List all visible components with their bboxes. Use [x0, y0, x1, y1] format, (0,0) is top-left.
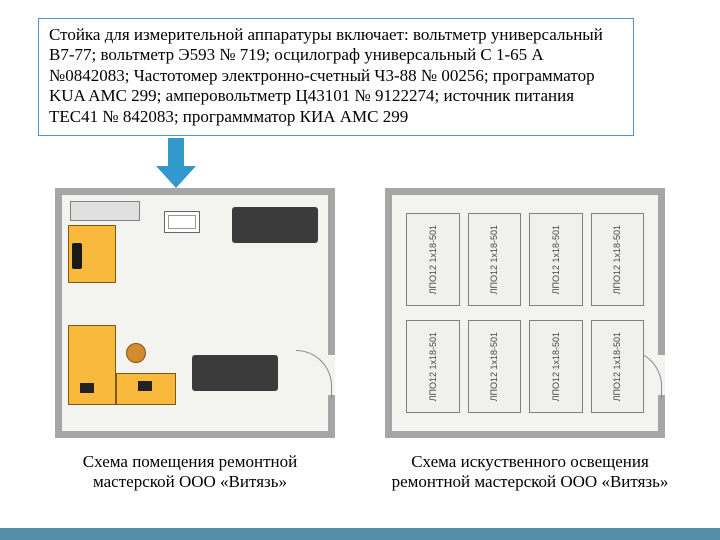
- fixture-label: ЛПО12 1х18-501: [489, 332, 499, 401]
- diagram-row: ЛПО12 1х18-501 ЛПО12 1х18-501 ЛПО12 1х18-5…: [0, 188, 720, 458]
- caption-left: Схема помещения ремонтной мастерской ООО…: [40, 452, 340, 493]
- light-fixture: ЛПО12 1х18-501: [406, 320, 460, 413]
- sofa: [232, 207, 318, 243]
- fixture-label: ЛПО12 1х18-501: [489, 225, 499, 294]
- lighting-room: ЛПО12 1х18-501 ЛПО12 1х18-501 ЛПО12 1х18-5…: [385, 188, 665, 438]
- fixture-label: ЛПО12 1х18-501: [428, 332, 438, 401]
- light-fixture: ЛПО12 1х18-501: [468, 320, 522, 413]
- door-swing: [296, 350, 332, 398]
- desk: [68, 325, 116, 405]
- light-fixture: ЛПО12 1х18-501: [591, 213, 645, 306]
- floorplan-room: [55, 188, 335, 438]
- fixture-label: ЛПО12 1х18-501: [428, 225, 438, 294]
- fixture-label: ЛПО12 1х18-501: [612, 225, 622, 294]
- fixture-label: ЛПО12 1х18-501: [612, 332, 622, 401]
- equipment-rack: [164, 211, 200, 233]
- chair: [126, 343, 146, 363]
- light-fixture: ЛПО12 1х18-501: [406, 213, 460, 306]
- fixture-label: ЛПО12 1х18-501: [551, 332, 561, 401]
- captions-row: Схема помещения ремонтной мастерской ООО…: [0, 452, 720, 493]
- light-fixture: ЛПО12 1х18-501: [591, 320, 645, 413]
- monitor: [138, 381, 152, 391]
- monitor: [80, 383, 94, 393]
- caption-right: Схема искуственного освещения ремонтной …: [380, 452, 680, 493]
- equipment-text-box: Стойка для измерительной аппаратуры вклю…: [38, 18, 634, 136]
- light-fixture: ЛПО12 1х18-501: [529, 320, 583, 413]
- equipment-text: Стойка для измерительной аппаратуры вклю…: [49, 25, 603, 126]
- lighting-grid: ЛПО12 1х18-501 ЛПО12 1х18-501 ЛПО12 1х18-5…: [406, 213, 644, 413]
- fixture-label: ЛПО12 1х18-501: [551, 225, 561, 294]
- light-fixture: ЛПО12 1х18-501: [529, 213, 583, 306]
- tv: [72, 243, 82, 269]
- footer-bar: [0, 528, 720, 540]
- light-fixture: ЛПО12 1х18-501: [468, 213, 522, 306]
- shelf: [70, 201, 140, 221]
- sofa: [192, 355, 278, 391]
